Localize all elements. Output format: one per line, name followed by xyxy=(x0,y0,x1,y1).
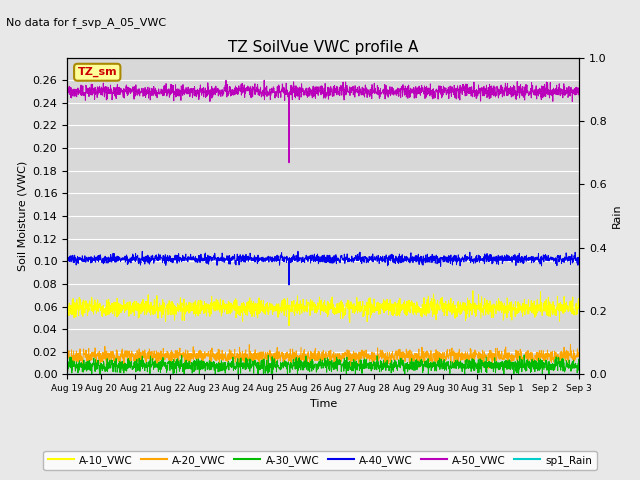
Text: No data for f_svp_A_05_VWC: No data for f_svp_A_05_VWC xyxy=(6,17,166,28)
Y-axis label: Soil Moisture (VWC): Soil Moisture (VWC) xyxy=(17,161,27,271)
X-axis label: Time: Time xyxy=(310,399,337,408)
Y-axis label: Rain: Rain xyxy=(612,204,622,228)
Title: TZ SoilVue VWC profile A: TZ SoilVue VWC profile A xyxy=(228,40,419,55)
Legend: A-10_VWC, A-20_VWC, A-30_VWC, A-40_VWC, A-50_VWC, sp1_Rain: A-10_VWC, A-20_VWC, A-30_VWC, A-40_VWC, … xyxy=(44,451,596,470)
Text: TZ_sm: TZ_sm xyxy=(77,67,117,77)
